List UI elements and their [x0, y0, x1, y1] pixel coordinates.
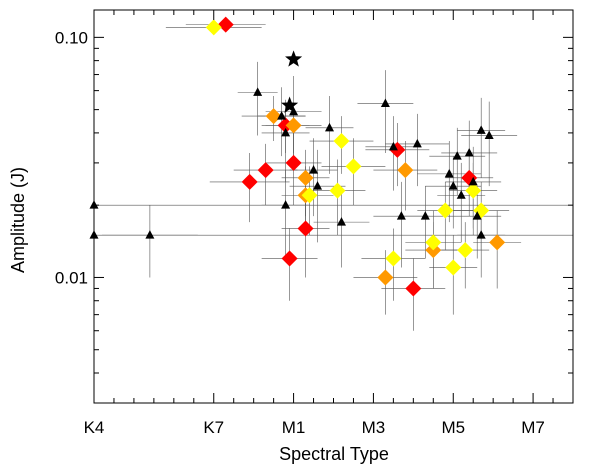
triangle-marker — [145, 230, 155, 239]
triangle-marker — [444, 168, 454, 178]
diamond-marker — [345, 158, 362, 175]
y-axis-title: Amplitude (J) — [8, 167, 28, 273]
diamond-marker — [285, 154, 302, 171]
axes: K4K7M1M3M5M7M90.010.10 — [55, 9, 574, 437]
diamond-marker — [241, 173, 258, 190]
triangle-marker — [468, 176, 478, 186]
diamond-marker — [297, 169, 314, 186]
star-marker — [285, 50, 303, 67]
triangle-marker — [309, 165, 319, 174]
x-tick-label: M7 — [521, 418, 545, 437]
diamond-marker — [217, 16, 234, 33]
triangle-marker — [281, 127, 291, 137]
triangle-marker — [313, 181, 323, 190]
x-tick-label: K7 — [203, 418, 224, 437]
diamond-marker — [297, 220, 314, 237]
triangle-marker — [396, 211, 406, 220]
diamond-marker — [285, 117, 302, 134]
triangle-marker — [277, 111, 287, 120]
data-markers — [89, 16, 506, 297]
plot-frame — [93, 9, 574, 404]
x-axis-title: Spectral Type — [279, 444, 389, 464]
diamond-marker — [329, 182, 346, 199]
triangle-marker — [476, 125, 486, 134]
diamond-marker — [445, 259, 462, 276]
triangle-marker — [388, 141, 398, 151]
diamond-marker — [385, 250, 402, 267]
diamond-marker — [205, 19, 222, 36]
triangle-marker — [452, 151, 462, 160]
diamond-marker — [377, 269, 394, 286]
triangle-marker — [464, 147, 474, 157]
star-marker — [281, 96, 299, 113]
triangle-marker — [448, 181, 458, 190]
triangle-marker — [476, 230, 486, 239]
triangle-marker — [420, 211, 430, 220]
diamond-marker — [301, 187, 318, 204]
y-tick-label: 0.10 — [55, 28, 88, 47]
diamond-marker — [489, 234, 506, 251]
triangle-marker — [484, 130, 494, 140]
x-tick-label: K4 — [84, 418, 105, 437]
x-tick-label: M5 — [441, 418, 465, 437]
diamond-marker — [265, 108, 282, 125]
error-bars — [94, 20, 573, 331]
triangle-marker — [380, 98, 390, 108]
diamond-marker — [465, 182, 482, 199]
diamond-marker — [425, 234, 442, 251]
y-tick-label: 0.01 — [55, 268, 88, 287]
diamond-marker — [397, 162, 414, 179]
x-tick-label: M1 — [282, 418, 306, 437]
triangle-marker — [412, 138, 422, 148]
diamond-marker — [281, 250, 298, 267]
diamond-marker — [457, 242, 474, 259]
diamond-marker — [437, 202, 454, 219]
triangle-marker — [456, 190, 466, 199]
diamond-marker — [257, 162, 274, 179]
triangle-marker — [472, 211, 482, 220]
diamond-marker — [405, 280, 422, 297]
triangle-marker — [281, 200, 291, 209]
triangle-marker — [336, 217, 346, 226]
x-tick-label: M3 — [362, 418, 386, 437]
diamond-marker — [333, 133, 350, 150]
triangle-marker — [325, 122, 335, 132]
triangle-marker — [253, 87, 263, 96]
